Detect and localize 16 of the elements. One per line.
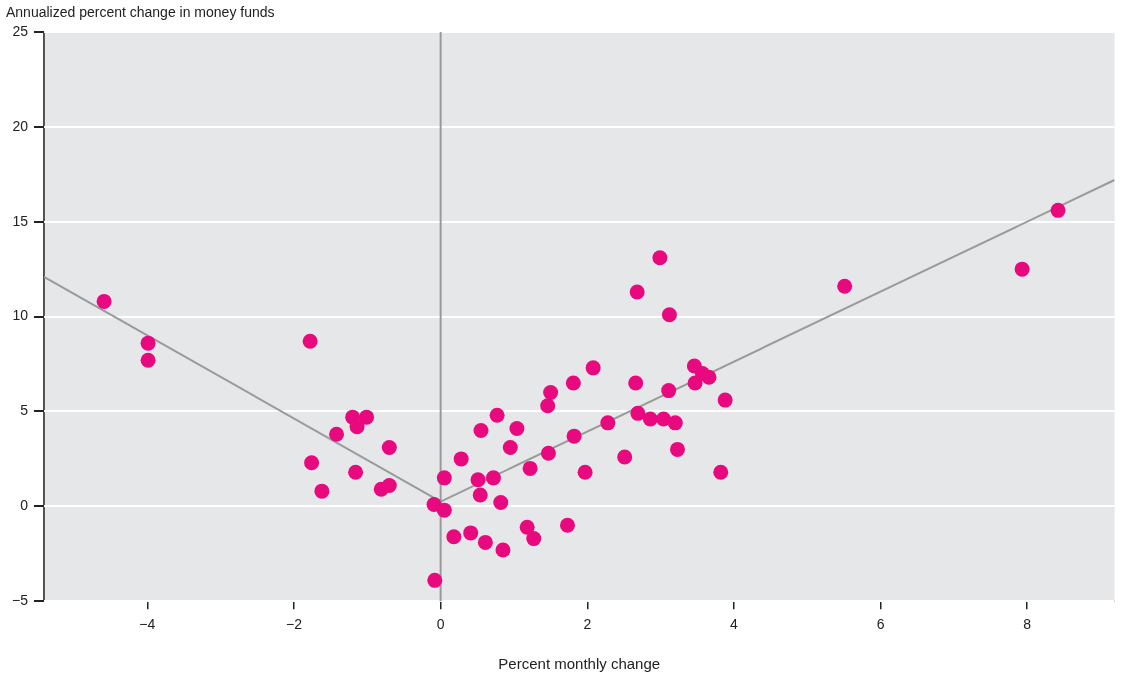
x-tick-label: −2 [286,616,303,633]
y-tick-label: −5 [11,592,29,609]
x-axis-title: Percent monthly change [498,655,661,673]
y-tick-label: 5 [20,402,29,419]
x-tick-label: −4 [139,616,156,633]
y-tick-label: 20 [12,117,29,134]
y-axis-title: Annualized percent change in money funds [6,4,275,20]
x-tick-label: 6 [876,616,885,633]
y-tick-label: 15 [12,212,29,229]
x-tick-label: 4 [730,616,739,633]
y-tick-label: 10 [12,307,29,324]
y-tick-label: 0 [20,497,29,514]
x-tick-label: 0 [436,616,445,633]
x-tick-label: 8 [1023,616,1032,633]
y-tick-label: 25 [12,22,29,39]
x-tick-label: 2 [583,616,592,633]
